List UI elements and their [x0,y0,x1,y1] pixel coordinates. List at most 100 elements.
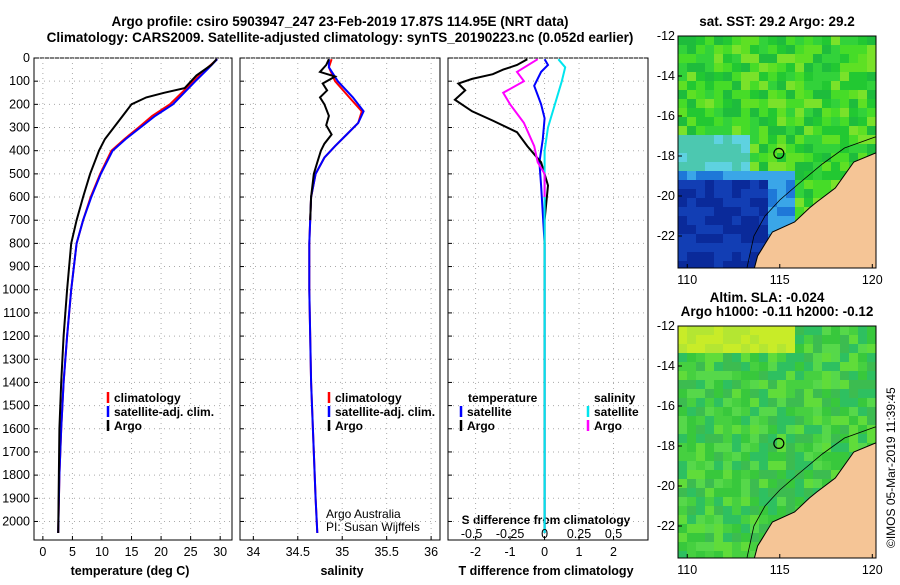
map-cell [831,407,840,416]
map-cell [714,326,723,335]
map-cell [732,497,741,506]
map-cell [822,54,831,63]
map-cell [678,470,687,479]
map-cell [795,470,804,479]
map-cell [750,389,759,398]
map-cell [786,479,795,488]
map-cell [714,524,723,533]
map-cell [750,135,759,144]
map-cell [741,488,750,497]
map-cell [831,162,840,171]
map-cell [732,72,741,81]
map-cell [822,380,831,389]
map-cell [705,542,714,551]
map-cell [786,326,795,335]
map-cell [804,389,813,398]
map-cell [759,234,768,243]
map-cell [723,261,732,268]
map-cell [804,72,813,81]
map-y-tick-label: -18 [657,439,675,453]
map-cell [678,234,687,243]
map-cell [705,533,714,542]
map-cell [678,326,687,335]
map-cell [849,90,858,99]
legend-label: Argo [594,419,622,433]
map-cell [750,533,759,542]
map-cell [759,380,768,389]
map-cell [777,344,786,353]
map-cell [768,36,777,45]
map-cell [678,488,687,497]
map-cell [777,135,786,144]
map-cell [813,389,822,398]
map-cell [723,551,732,558]
map-cell [687,506,696,515]
map-cell [714,488,723,497]
map-cell [858,416,867,425]
secondary-tick-label: 0 [541,527,548,541]
map-cell [696,353,705,362]
map-cell [759,180,768,189]
map-cell [750,45,759,54]
map-cell [840,36,849,45]
map-cell [741,63,750,72]
map-cell [678,389,687,398]
map-cell [804,153,813,162]
map-cell [822,470,831,479]
map-cell [858,99,867,108]
map-cell [741,36,750,45]
map-cell [750,117,759,126]
map-cell [759,461,768,470]
map-cell [840,90,849,99]
map-cell [750,189,759,198]
map-cell [759,135,768,144]
map-cell [849,99,858,108]
map-cell [822,425,831,434]
map-cell [786,126,795,135]
map-cell [822,81,831,90]
map-cell [822,434,831,443]
map-y-tick-label: -16 [657,109,675,123]
map-cell [759,189,768,198]
map-cell [777,461,786,470]
map-cell [750,506,759,515]
map-cell [714,207,723,216]
map-cell [687,416,696,425]
map-cell [723,470,732,479]
map-cell [840,72,849,81]
map-cell [696,506,705,515]
series-argo [309,58,338,221]
map-cell [696,326,705,335]
map-cell [777,63,786,72]
map-cell [750,425,759,434]
map-cell [831,335,840,344]
map-cell [768,171,777,180]
map-cell [786,470,795,479]
map-cell [822,63,831,72]
legend-title-temperature: temperature [468,391,538,405]
map-cell [813,470,822,479]
map-cell [822,443,831,452]
map-cell [687,380,696,389]
map-cell [696,515,705,524]
legend-label: satellite-adj. clim. [114,405,214,419]
map-cell [822,180,831,189]
map-cell [822,162,831,171]
map-cell [840,398,849,407]
map-cell [714,162,723,171]
map-cell [741,443,750,452]
map-cell [750,497,759,506]
map-cell [795,162,804,171]
map-cell [786,72,795,81]
map-cell [858,443,867,452]
map-cell [705,171,714,180]
map-x-tick-label: 115 [770,563,790,577]
map-cell [858,36,867,45]
map-cell [723,117,732,126]
map-cell [678,425,687,434]
map-cell [687,488,696,497]
map-cell [777,362,786,371]
map-cell [795,371,804,380]
map-cell [687,344,696,353]
map-cell [840,407,849,416]
